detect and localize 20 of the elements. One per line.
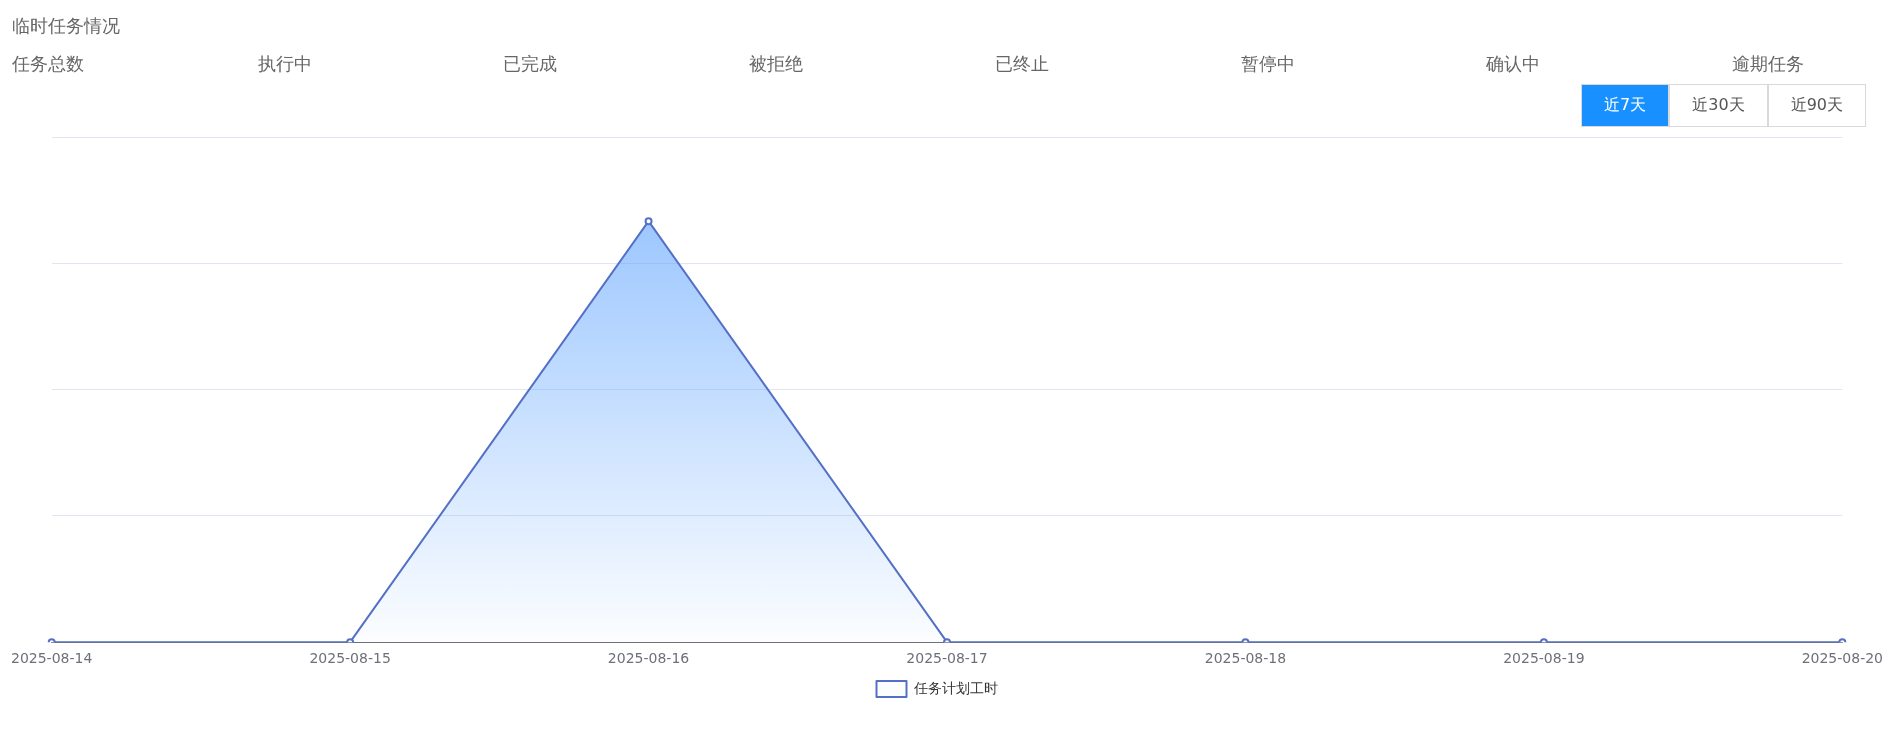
text: 近90天 (1767, 84, 1866, 127)
text: 执行中 (257, 52, 313, 76)
x-tick-label: 2025-08-17 (906, 650, 988, 667)
x-tick-label: 2025-08-16 (607, 650, 690, 667)
x-tick-label: 2025-08-18 (1204, 650, 1287, 667)
text: 被拒绝 (749, 52, 805, 76)
x-tick-label: 2025-08-14 (10, 650, 93, 667)
legend-label: 任务计划工时 (912, 679, 998, 696)
chart-title: 临时任务情况 (11, 14, 121, 38)
text: 逾期任务 (1731, 52, 1805, 76)
x-tick-label: 2025-08-15 (309, 650, 391, 667)
text: 确认中 (1486, 52, 1542, 76)
text: 任务总数 (12, 52, 85, 76)
x-tick-label: 2025-08-19 (1503, 650, 1585, 667)
text: 已终止 (994, 52, 1050, 76)
text: 近7天 (1581, 84, 1670, 127)
text: 已完成 (503, 52, 559, 76)
text: 暂停中 (1240, 52, 1296, 76)
x-tick-label: 2025-08-20 (1801, 650, 1884, 667)
text: 近30天 (1669, 84, 1768, 127)
